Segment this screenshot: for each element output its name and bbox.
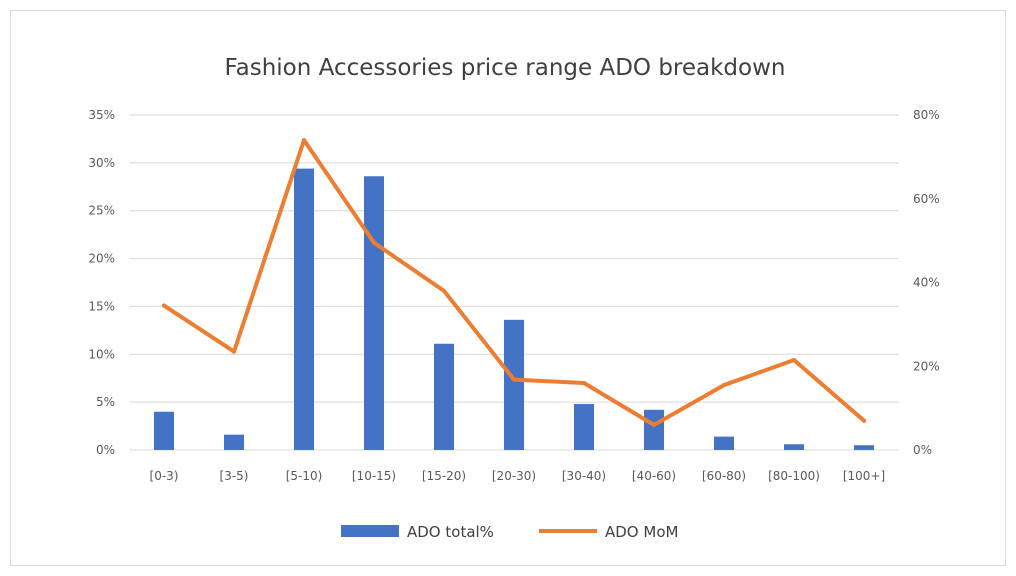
x-tick-label: [10-15) bbox=[352, 469, 396, 483]
y-left-tick-label: 30% bbox=[88, 156, 115, 170]
bar bbox=[784, 444, 804, 450]
y-left-tick-label: 5% bbox=[96, 395, 115, 409]
x-tick-label: [60-80) bbox=[702, 469, 746, 483]
line-point bbox=[372, 240, 376, 245]
x-tick-label: [100+] bbox=[843, 469, 885, 483]
bar bbox=[364, 176, 384, 450]
bar bbox=[644, 409, 664, 450]
bar-series bbox=[154, 168, 874, 450]
x-tick-label: [30-40) bbox=[562, 469, 606, 483]
y-left-tick-label: 20% bbox=[88, 252, 115, 266]
bar bbox=[714, 436, 734, 450]
x-tick-label: [40-60) bbox=[632, 469, 676, 483]
line-point bbox=[512, 377, 516, 382]
chart-title: Fashion Accessories price range ADO brea… bbox=[224, 55, 786, 81]
y-left-tick-label: 15% bbox=[88, 299, 115, 313]
line-series bbox=[162, 138, 866, 427]
y-right-tick-label: 80% bbox=[913, 108, 940, 122]
line-point bbox=[582, 381, 586, 385]
y-right-tick-label: 60% bbox=[913, 192, 940, 206]
x-tick-label: [3-5) bbox=[220, 469, 249, 483]
y-axis-left: 0% 5% 10% 15% 20% 25% 30% 35% bbox=[88, 108, 115, 457]
bar bbox=[504, 319, 524, 450]
y-right-tick-label: 0% bbox=[913, 443, 932, 457]
legend-swatch-bar bbox=[341, 525, 399, 537]
chart-canvas: 0% 5% 10% 15% 20% 25% 30% 35% 0% 20% 40% 60% 80% [0… bbox=[88, 108, 940, 541]
y-left-tick-label: 0% bbox=[96, 443, 115, 457]
line-point bbox=[862, 418, 866, 423]
x-tick-label: [80-100) bbox=[768, 469, 820, 483]
bar bbox=[154, 411, 174, 450]
bar bbox=[294, 168, 314, 450]
chart-frame: Fashion Accessories price range ADO brea… bbox=[10, 10, 1006, 566]
legend: ADO total% ADO MoM bbox=[341, 523, 678, 541]
y-axis-right: 0% 20% 40% 60% 80% bbox=[913, 108, 940, 457]
line-point bbox=[302, 138, 306, 143]
y-left-tick-label: 35% bbox=[88, 108, 115, 122]
line-point bbox=[792, 357, 796, 362]
line-point bbox=[162, 303, 166, 308]
line-point bbox=[442, 288, 446, 293]
line-point bbox=[722, 383, 726, 388]
x-tick-label: [15-20) bbox=[422, 469, 466, 483]
x-tick-label: [0-3) bbox=[150, 469, 179, 483]
y-left-tick-label: 25% bbox=[88, 204, 115, 218]
legend-label-ado-mom: ADO MoM bbox=[605, 523, 678, 541]
y-right-tick-label: 40% bbox=[913, 276, 940, 290]
bar bbox=[574, 404, 594, 450]
legend-label-ado-total: ADO total% bbox=[407, 523, 494, 541]
y-left-tick-label: 10% bbox=[88, 347, 115, 361]
x-tick-label: [20-30) bbox=[492, 469, 536, 483]
line-point bbox=[652, 422, 656, 427]
bar bbox=[224, 434, 244, 450]
line-point bbox=[232, 349, 236, 354]
x-axis: [0-3) [3-5) [5-10) [10-15) [15-20) [20-30) [30… bbox=[150, 469, 886, 483]
bar bbox=[854, 445, 874, 450]
y-right-tick-label: 20% bbox=[913, 359, 940, 373]
bar bbox=[434, 343, 454, 450]
x-tick-label: [5-10) bbox=[286, 469, 323, 483]
